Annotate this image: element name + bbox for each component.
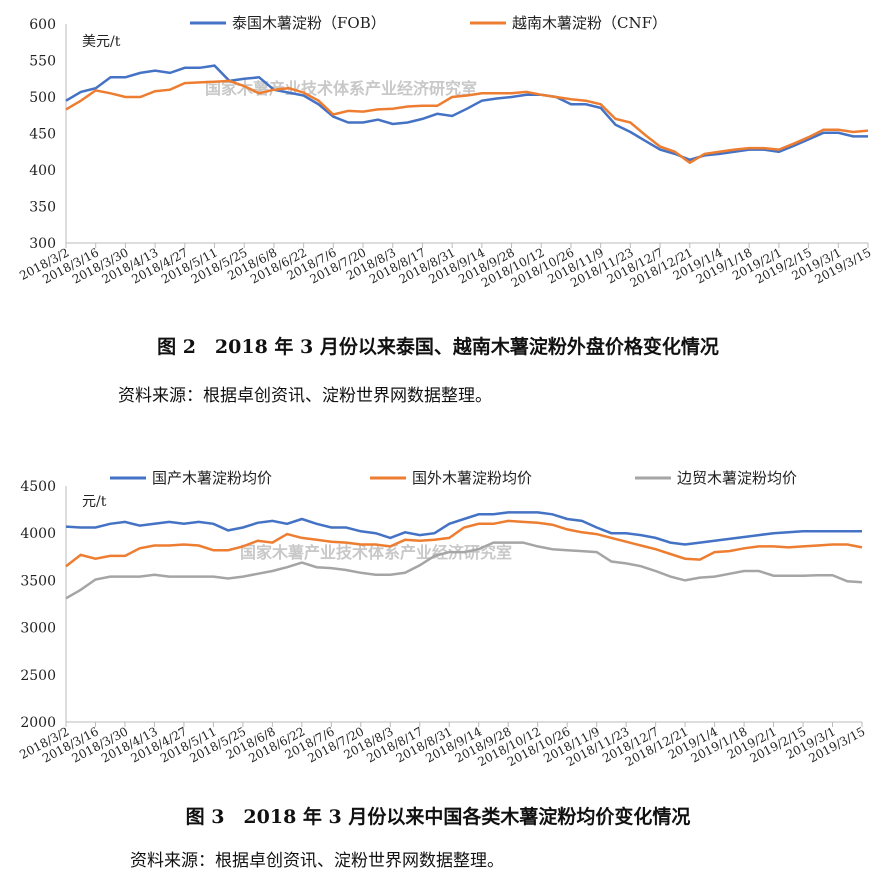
figure-source: 资料来源：根据卓创资讯、淀粉世界网数据整理。 (118, 386, 492, 406)
y-tick-label: 3500 (20, 573, 56, 589)
series-line (65, 511, 862, 546)
y-tick-label: 300 (29, 236, 56, 252)
y-tick-label: 500 (29, 90, 56, 106)
legend-label: 越南木薯淀粉（CNF） (512, 14, 667, 32)
y-unit: 元/t (82, 494, 107, 510)
y-tick-label: 350 (29, 200, 56, 216)
legend-label: 泰国木薯淀粉（FOB） (232, 14, 386, 32)
y-tick-label: 4000 (20, 526, 56, 542)
y-tick-label: 3000 (20, 621, 56, 637)
y-tick-label: 600 (29, 17, 56, 33)
watermark: 国家木薯产业技术体系产业经济研究室 (205, 79, 477, 98)
series-line (65, 541, 863, 600)
figure-caption: 图 2 2018 年 3 月份以来泰国、越南木薯淀粉外盘价格变化情况 (157, 335, 719, 358)
figure-caption: 图 3 2018 年 3 月份以来中国各类木薯淀粉均价变化情况 (186, 805, 691, 828)
series-line (65, 64, 868, 162)
legend-label: 国外木薯淀粉均价 (412, 469, 532, 487)
y-tick-label: 2000 (20, 715, 56, 731)
y-tick-label: 400 (29, 163, 56, 179)
y-tick-label: 4500 (20, 479, 56, 495)
series-line (65, 79, 869, 165)
y-tick-label: 2500 (20, 668, 56, 684)
y-tick-label: 550 (29, 54, 56, 70)
watermark: 国家木薯产业技术体系产业经济研究室 (240, 543, 512, 562)
y-tick-label: 450 (29, 127, 56, 143)
figure-source: 资料来源：根据卓创资讯、淀粉世界网数据整理。 (130, 851, 504, 871)
series-line (65, 519, 863, 568)
legend-label: 国产木薯淀粉均价 (152, 469, 272, 487)
legend-label: 边贸木薯淀粉均价 (677, 469, 797, 487)
y-unit: 美元/t (82, 34, 121, 50)
